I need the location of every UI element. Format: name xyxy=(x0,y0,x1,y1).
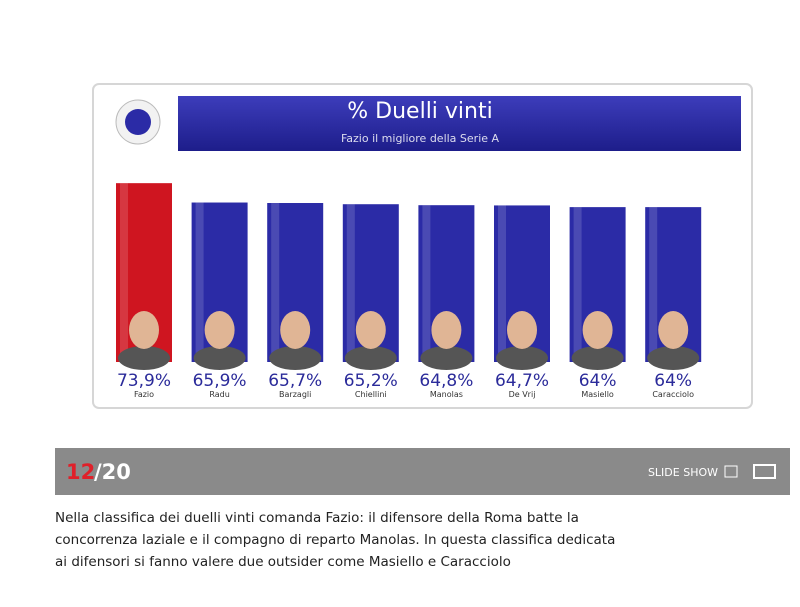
value-label: 64% xyxy=(579,371,617,391)
value-label: 65,2% xyxy=(344,371,398,391)
bars: 73,9%Fazio 65,9%Radu 65,7%Barzagli 65,2%Chi… xyxy=(116,183,702,399)
player-face xyxy=(129,311,159,349)
player-body xyxy=(344,346,397,370)
player-face xyxy=(355,311,386,349)
caption-line: Nella classifica dei duelli vinti comand… xyxy=(55,510,579,526)
bar-highlight xyxy=(195,202,204,362)
league-logo-inner xyxy=(125,109,151,135)
player-body xyxy=(496,346,548,370)
slide-total: /20 xyxy=(94,460,131,484)
fullscreen-icon[interactable] xyxy=(753,464,776,479)
player-body xyxy=(571,346,624,370)
caption-line: concorrenza laziale e il compagno di rep… xyxy=(55,532,616,548)
grid-icon[interactable] xyxy=(724,465,738,478)
category-label: Fazio xyxy=(134,390,154,399)
slideshow-mode[interactable]: SLIDE SHOW xyxy=(648,466,718,479)
player-face xyxy=(204,311,235,349)
bar-highlight xyxy=(649,207,658,362)
value-label: 64% xyxy=(654,371,692,391)
player-face xyxy=(582,311,613,349)
chart-title: % Duelli vinti xyxy=(347,99,492,124)
value-label: 65,7% xyxy=(268,371,322,391)
category-label: De Vrij xyxy=(509,390,536,399)
category-label: Chiellini xyxy=(355,390,387,399)
player-body xyxy=(269,346,322,370)
caption-line: ai difensori si fanno valere due outside… xyxy=(55,554,511,570)
category-label: Manolas xyxy=(430,390,463,399)
slide-current: 12 xyxy=(66,460,95,484)
bar-highlight xyxy=(573,207,582,362)
value-label: 64,7% xyxy=(495,371,549,391)
slideshow-bar xyxy=(55,448,790,495)
player-body xyxy=(193,346,246,370)
player-face xyxy=(658,311,689,349)
bar-highlight xyxy=(422,205,431,362)
player-face xyxy=(507,311,537,349)
bar-highlight xyxy=(271,203,280,362)
player-body xyxy=(647,346,700,370)
bar-highlight xyxy=(346,204,355,362)
category-label: Masiello xyxy=(581,390,614,399)
chart-subtitle: Fazio il migliore della Serie A xyxy=(341,132,500,145)
player-body xyxy=(118,346,170,370)
category-label: Barzagli xyxy=(279,390,311,399)
player-body xyxy=(420,346,473,370)
value-label: 65,9% xyxy=(193,371,247,391)
player-face xyxy=(280,311,311,349)
value-label: 73,9% xyxy=(117,371,171,391)
header-band xyxy=(178,96,741,151)
category-label: Caracciolo xyxy=(652,390,694,399)
value-label: 64,8% xyxy=(419,371,473,391)
category-label: Radu xyxy=(209,390,229,399)
player-face xyxy=(431,311,462,349)
bar-highlight xyxy=(120,183,128,362)
bar-highlight xyxy=(498,205,506,362)
